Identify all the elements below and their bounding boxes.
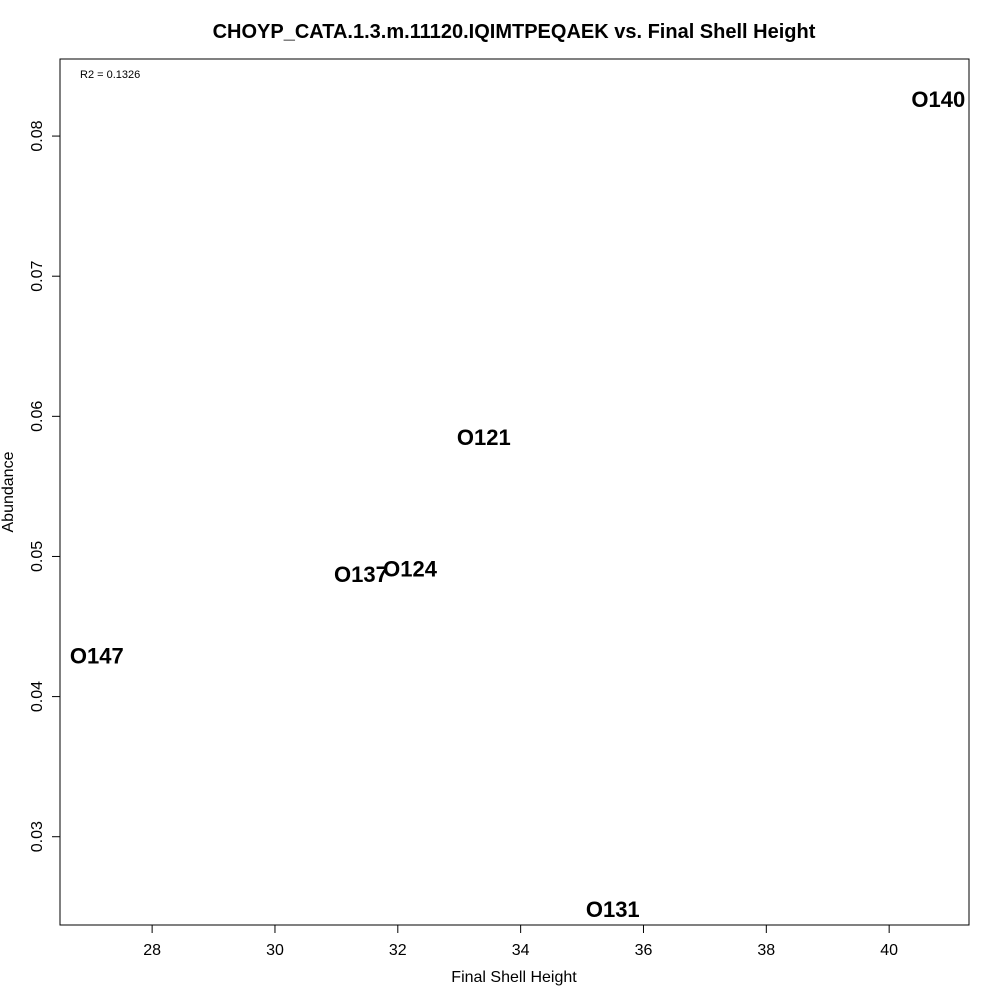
data-point-label: O121 bbox=[457, 425, 511, 450]
y-tick-label: 0.07 bbox=[29, 261, 46, 292]
data-point-label: O137 bbox=[334, 562, 388, 587]
y-tick-label: 0.08 bbox=[29, 120, 46, 151]
x-tick-label: 30 bbox=[266, 942, 284, 959]
data-point-label: O124 bbox=[383, 557, 438, 582]
y-tick-label: 0.04 bbox=[29, 681, 46, 712]
x-tick-label: 36 bbox=[635, 942, 653, 959]
y-tick-label: 0.05 bbox=[29, 541, 46, 572]
x-tick-label: 32 bbox=[389, 942, 407, 959]
y-axis-label: Abundance bbox=[0, 451, 17, 532]
y-axis: 0.03 0.04 0.05 0.06 0.07 0.08 bbox=[29, 120, 61, 852]
r2-annotation: R2 = 0.1326 bbox=[80, 69, 140, 81]
y-tick-label: 0.06 bbox=[29, 401, 46, 432]
data-point-label: O131 bbox=[586, 897, 640, 922]
chart-title: CHOYP_CATA.1.3.m.11120.IQIMTPEQAEK vs. F… bbox=[213, 21, 816, 43]
x-tick-label: 40 bbox=[880, 942, 898, 959]
x-tick-label: 38 bbox=[757, 942, 775, 959]
plot-frame bbox=[59, 58, 970, 926]
y-tick-label: 0.03 bbox=[29, 821, 46, 852]
data-point-label: O140 bbox=[911, 87, 965, 112]
x-axis-label: Final Shell Height bbox=[451, 969, 577, 986]
x-axis: 28 30 32 34 36 38 40 bbox=[143, 924, 898, 959]
x-tick-label: 34 bbox=[512, 942, 530, 959]
data-point-label: O147 bbox=[70, 643, 124, 668]
x-tick-label: 28 bbox=[143, 942, 161, 959]
